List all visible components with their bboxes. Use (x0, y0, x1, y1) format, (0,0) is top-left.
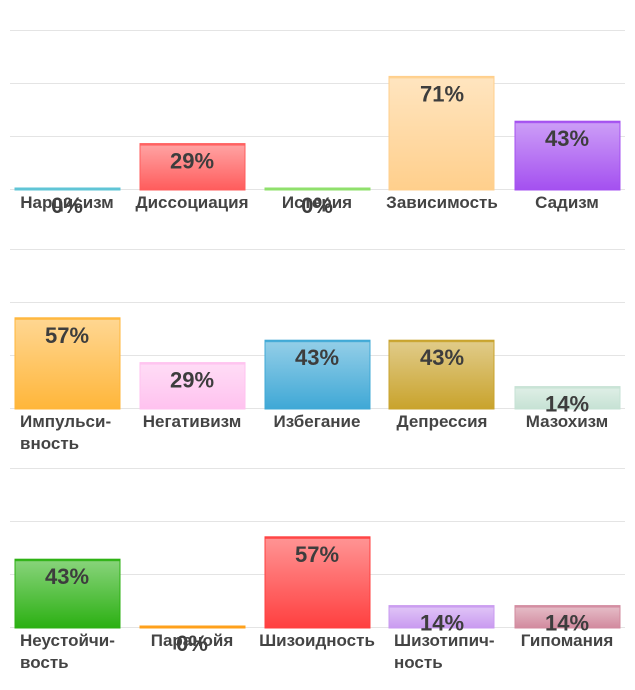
bar (388, 339, 495, 410)
data-label: 43% (545, 126, 589, 151)
data-label: 43% (45, 564, 89, 589)
bar-top-edge (15, 317, 120, 320)
data-label: 57% (45, 323, 89, 348)
category-label: Депрессия (397, 412, 488, 431)
data-label: 14% (420, 611, 464, 636)
category-label: Импульси-вность (20, 412, 111, 453)
data-label: 29% (170, 368, 214, 393)
data-label: 43% (420, 345, 464, 370)
category-label: Зависимость (386, 193, 498, 212)
bar-top-edge (265, 188, 370, 190)
category-label: Неустойчи-вость (20, 631, 115, 672)
category-label: Избегание (274, 412, 361, 431)
bar-top-edge (389, 340, 494, 343)
data-label: 71% (420, 81, 464, 106)
category-label: Нарцисизм (20, 193, 114, 212)
category-label: Паранойя (151, 631, 234, 650)
category-label: Мазохизм (526, 412, 609, 431)
bar (14, 317, 121, 410)
category-label: Негативизм (143, 412, 242, 431)
bar-top-edge (515, 121, 620, 124)
bar-top-edge (389, 605, 494, 608)
bar-top-edge (15, 559, 120, 562)
bar-top-edge (15, 188, 120, 190)
bar-top-edge (140, 143, 245, 146)
bar (388, 75, 495, 191)
data-label: 0% (301, 193, 333, 218)
bar (139, 362, 246, 410)
bar-top-edge (140, 362, 245, 365)
category-label: Гипомания (521, 631, 614, 650)
chart-panel-3: 43% Неустойчи-вость 0%Паранойя 57% Шизоиднос… (10, 468, 625, 672)
bar-top-edge (515, 386, 620, 389)
bar (264, 536, 371, 629)
data-label: 29% (170, 149, 214, 174)
bar-top-edge (140, 626, 245, 628)
data-label: 0% (51, 193, 83, 218)
data-label: 14% (545, 392, 589, 417)
data-label: 43% (295, 345, 339, 370)
category-label: Истерия (282, 193, 352, 212)
bar-top-edge (515, 605, 620, 608)
bar (514, 120, 621, 191)
bar-top-edge (265, 340, 370, 343)
bar-top-edge (389, 76, 494, 79)
category-label: Диссоциация (135, 193, 248, 212)
category-label: Шизотипич-ность (394, 631, 495, 672)
category-label: Шизоидность (259, 631, 375, 650)
data-label: 14% (545, 611, 589, 636)
data-label: 57% (295, 542, 339, 567)
bar (264, 339, 371, 410)
data-label: 0% (176, 631, 208, 656)
bar-top-edge (265, 536, 370, 539)
bar (14, 558, 121, 629)
category-label: Садизм (535, 193, 599, 212)
chart-panel-2: 57% Импульси-вность 29% Негативизм 43% Избега… (10, 249, 625, 453)
